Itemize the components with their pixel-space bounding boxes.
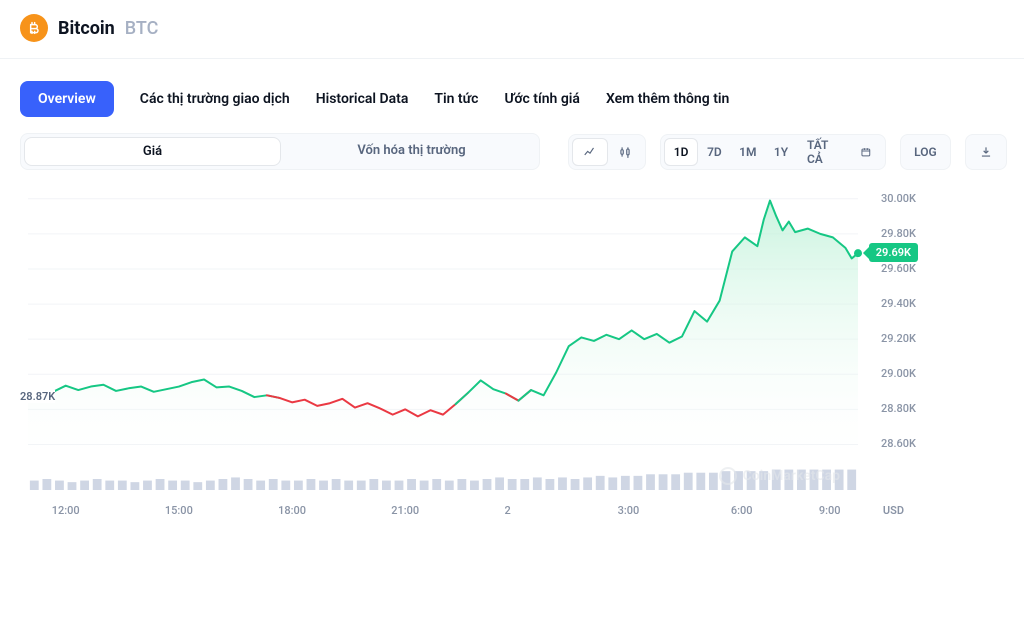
x-tick: 9:00 xyxy=(819,504,841,517)
bitcoin-logo-icon xyxy=(20,14,48,42)
export-group xyxy=(965,134,1007,170)
start-price-label: 28.87K xyxy=(20,390,55,403)
y-tick: 29.60K xyxy=(881,262,916,275)
chart-canvas xyxy=(20,180,920,540)
tab-3[interactable]: Tin tức xyxy=(434,83,478,115)
tab-4[interactable]: Ước tính giá xyxy=(504,83,579,115)
y-tick: 28.80K xyxy=(881,402,916,415)
coin-ticker: BTC xyxy=(125,18,159,39)
download-icon[interactable] xyxy=(969,138,1003,166)
log-toggle-group: LOG xyxy=(900,134,951,170)
x-tick: 6:00 xyxy=(731,504,753,517)
coin-header: Bitcoin BTC xyxy=(0,0,1024,59)
tab-5[interactable]: Xem thêm thông tin xyxy=(606,83,729,115)
x-tick: 3:00 xyxy=(618,504,640,517)
x-tick: 18:00 xyxy=(278,504,306,517)
metric-option-1[interactable]: Vốn hóa thị trường xyxy=(284,134,539,169)
y-tick: 28.60K xyxy=(881,437,916,450)
metric-option-0[interactable]: Giá xyxy=(24,137,281,166)
metric-toggle: GiáVốn hóa thị trường xyxy=(20,133,540,170)
axis-currency-label: USD xyxy=(883,504,904,517)
range-toggle: 1D7D1M1YTẤT CẢ xyxy=(660,134,886,170)
line-chart-icon[interactable] xyxy=(572,138,608,166)
range-1M[interactable]: 1M xyxy=(731,138,766,166)
chart-controls: GiáVốn hóa thị trường 1D7D1M1YTẤT CẢ LOG xyxy=(0,133,1024,180)
y-tick: 29.40K xyxy=(881,297,916,310)
watermark: CoinMarketCap xyxy=(719,467,840,485)
coin-name: Bitcoin xyxy=(58,18,115,39)
range-7D[interactable]: 7D xyxy=(698,138,730,166)
y-tick: 29.80K xyxy=(881,227,916,240)
range-TẤT CẢ[interactable]: TẤT CẢ xyxy=(797,138,850,166)
chart-type-toggle xyxy=(568,134,646,170)
x-tick: 12:00 xyxy=(52,504,80,517)
calendar-icon[interactable] xyxy=(850,138,882,166)
range-1Y[interactable]: 1Y xyxy=(765,138,797,166)
x-tick: 15:00 xyxy=(165,504,193,517)
x-tick: 21:00 xyxy=(391,504,419,517)
x-tick: 2 xyxy=(504,504,510,517)
tab-1[interactable]: Các thị trường giao dịch xyxy=(140,83,290,115)
tab-2[interactable]: Historical Data xyxy=(316,83,409,115)
price-chart: CoinMarketCap 28.60K28.80K29.00K29.20K29… xyxy=(20,180,920,540)
tab-0[interactable]: Overview xyxy=(20,81,114,117)
candle-chart-icon[interactable] xyxy=(608,138,642,166)
y-tick: 29.20K xyxy=(881,332,916,345)
range-1D[interactable]: 1D xyxy=(664,138,698,166)
page-tabs: Overview Các thị trường giao dịch Historic… xyxy=(0,59,1024,133)
log-toggle[interactable]: LOG xyxy=(904,138,947,166)
y-tick: 30.00K xyxy=(881,192,916,205)
y-tick: 29.00K xyxy=(881,367,916,380)
current-price-flag: 29.69K xyxy=(869,243,918,262)
